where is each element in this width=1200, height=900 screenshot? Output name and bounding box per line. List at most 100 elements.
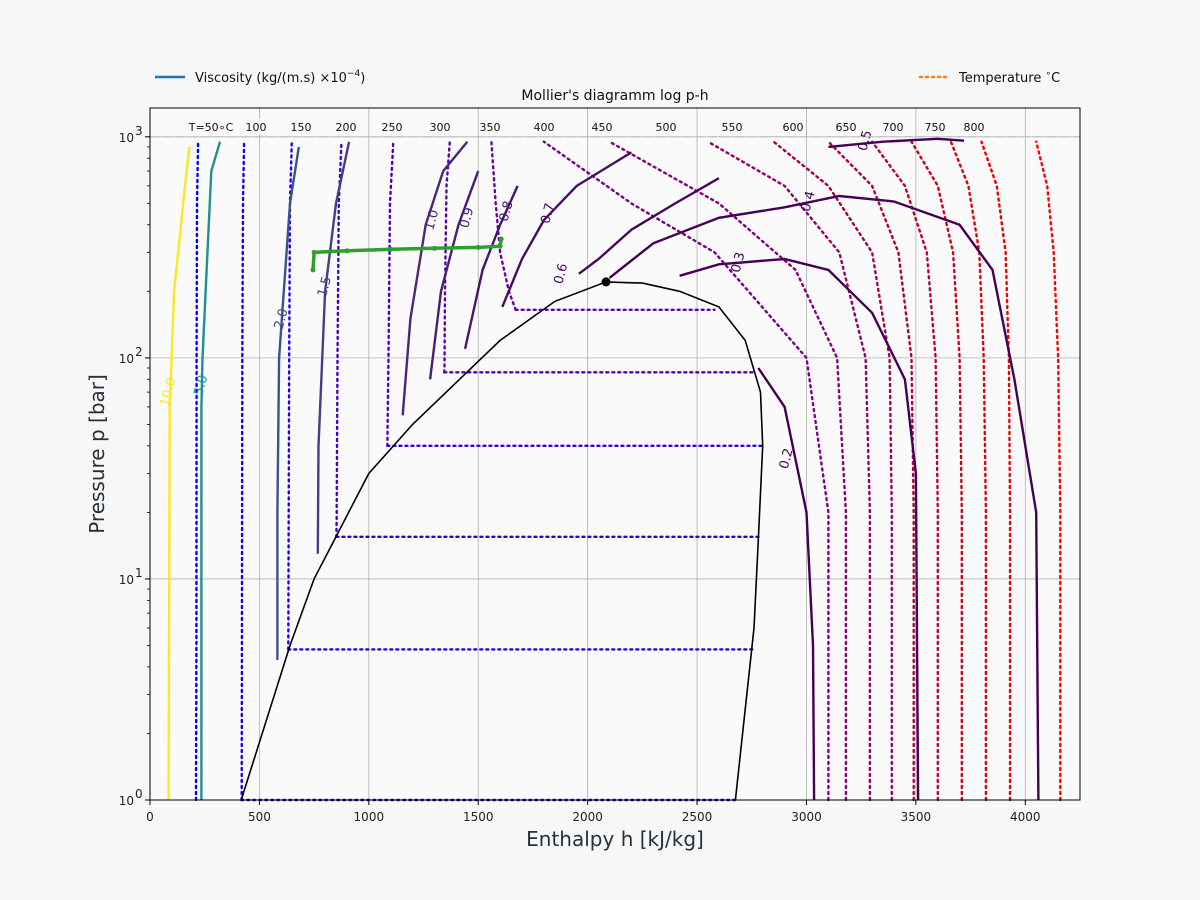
viscosity-line [608,194,1040,801]
viscosity-line [757,367,816,801]
chart-title: Mollier's diagramm log p-h [521,88,708,104]
temperature-label-bg [429,118,451,135]
viscosity-label: 0.3 [729,251,749,275]
viscosity-line [316,141,351,554]
temperature-label-bg [782,118,804,135]
viscosity-line [828,137,965,149]
viscosity-isolines: 10.0 5.0 2.0 1.5 1.0 0.9 0.8 0.7 0.6 0.5 0.4 0.3 0.2 [158,129,1040,801]
isotherm-line [949,140,988,802]
temperature-label-bg [290,118,312,135]
process-point [310,267,316,273]
x-tick-label: 500 [248,810,271,824]
x-tick-label: 1500 [463,810,494,824]
viscosity-line [428,170,480,380]
temperature-label: 450 [592,121,613,134]
viscosity-label: 2.0 [272,307,292,331]
isotherm-line [386,140,395,447]
temperature-label-bg [381,118,403,135]
isotherm-line [443,140,451,374]
temperature-label: 150 [291,121,312,134]
temperature-label: 550 [722,121,743,134]
temperature-label-bg [924,118,946,135]
viscosity-label: 0.7 [538,202,558,226]
x-tick-label: 4000 [1010,810,1041,824]
y-tick-label: 10 [119,573,134,587]
y-tick-label: 10 [119,131,134,145]
temperature-label-bg [591,118,613,135]
x-tick-label: 2000 [572,810,603,824]
isotherm-line [194,140,200,802]
isotherm-line [542,140,830,802]
viscosity-line [679,257,920,801]
isotherm-line [240,140,246,802]
process-point [498,236,504,242]
legend-label-viscosity: Viscosity (kg/(m.s) ×10−4) [195,69,365,86]
x-tick-label: 2500 [682,810,713,824]
isotherm-line [287,140,293,651]
temperature-label: 250 [382,121,403,134]
temperature-label-bg [479,118,501,135]
isotherm-line [910,140,963,802]
viscosity-label: 0.4 [799,190,819,214]
temperature-label: 350 [480,121,501,134]
legend-label-temperature: Temperature ∘C [958,69,1060,86]
viscosity-label: 0.9 [457,206,477,230]
temperature-label-bg [721,118,743,135]
process-point [497,243,503,249]
viscosity-label: 1.0 [422,208,442,232]
viscosity-line [276,146,300,660]
x-axis-label: Enthalpy h [kJ/kg] [526,827,704,851]
plot-area [150,108,1080,800]
x-tick-label: 3000 [791,810,822,824]
plot-frame [149,107,1081,801]
viscosity-label: 0.8 [497,199,517,223]
process-point [475,244,481,250]
x-tick-label: 1000 [354,810,385,824]
process-point [388,246,394,252]
process-point [431,245,437,251]
y-tick-exponent: 2 [135,345,143,359]
temperature-label: 100 [246,121,267,134]
temperature-label-bg [655,118,677,135]
viscosity-label: 10.0 [158,376,180,408]
process-point [344,248,350,254]
temperature-label: 400 [534,121,555,134]
viscosity-line [200,141,222,800]
temperature-label: 700 [883,121,904,134]
viscosity-line [578,177,720,275]
x-tick-label: 3500 [901,810,932,824]
isotherm-line [870,140,939,802]
temperature-label: 650 [836,121,857,134]
temperature-label-bg [245,118,267,135]
process-point [311,249,317,255]
temperature-label-bg [882,118,904,135]
x-axis-ticks: 0 500 1000 1500 2000 2500 3000 3500 4000 [146,800,1041,824]
isotherm-line [980,140,1012,802]
viscosity-label: 5.0 [192,374,212,398]
temperature-label-bg [835,118,857,135]
x-tick-label: 0 [146,810,154,824]
y-tick-exponent: 0 [135,787,143,801]
temperature-label: T=50∘C [188,121,234,134]
process-line [311,238,503,271]
isotherms [194,140,1062,802]
viscosity-label: 0.2 [777,447,797,471]
temperature-label: 800 [964,121,985,134]
temperature-label-bg [189,118,233,135]
isotherm-line [490,140,517,311]
temperature-label-bg [533,118,555,135]
legend: Viscosity (kg/(m.s) ×10−4) Temperature ∘C [155,69,1060,86]
viscosity-line [501,151,633,308]
isotherm-line [772,140,893,802]
isotherm-line [706,140,872,802]
temperature-label: 200 [336,121,357,134]
y-tick-label: 10 [119,352,134,366]
temperature-labels: T=50∘C 100 150 200 250 300 350 400 450 500 550 600 6… [150,118,1080,138]
y-axis-label: Pressure p [bar] [85,374,109,534]
temperature-label: 300 [430,121,451,134]
saturation-dome [240,281,764,801]
viscosity-label: 0.5 [856,129,876,153]
y-tick-label: 10 [119,794,134,808]
